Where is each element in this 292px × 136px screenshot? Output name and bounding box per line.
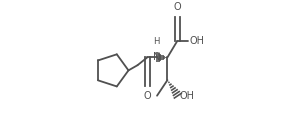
Text: OH: OH bbox=[189, 36, 204, 46]
Text: N: N bbox=[153, 52, 161, 62]
Text: H: H bbox=[153, 37, 160, 46]
Text: OH: OH bbox=[179, 91, 194, 101]
Text: O: O bbox=[143, 91, 151, 101]
Text: O: O bbox=[173, 2, 181, 12]
